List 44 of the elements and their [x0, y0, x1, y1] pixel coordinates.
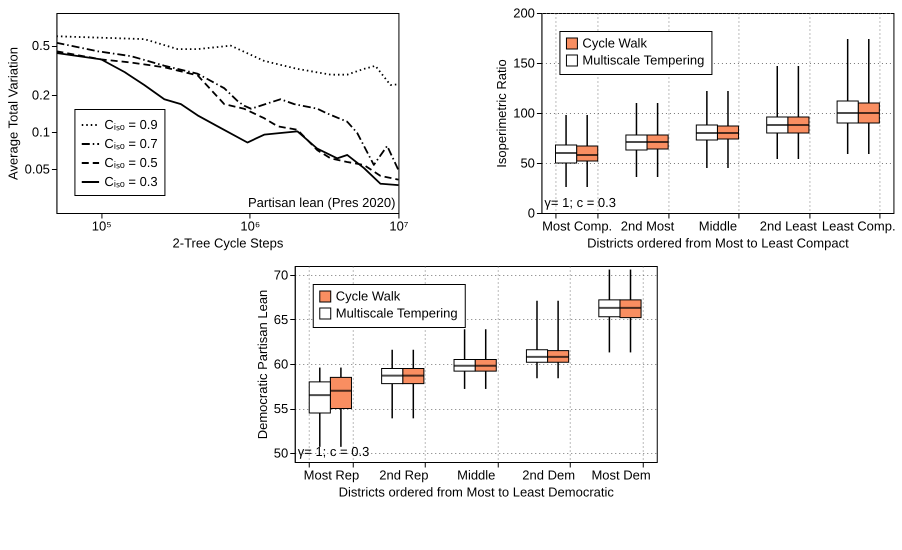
- y-tick-label: 55: [274, 401, 288, 416]
- legend-label: Multiscale Tempering: [582, 52, 704, 68]
- y-axis-title: Isoperimetric Ratio: [494, 59, 510, 168]
- x-tick-label: Most Rep: [304, 468, 360, 482]
- annotation: γ= 1; c = 0.3: [544, 195, 616, 210]
- x-axis-title: Districts ordered from Most to Least Democratic: [338, 484, 614, 500]
- annotation: γ= 1; c = 0.3: [298, 444, 370, 459]
- legend-label: Cᵢₛₒ = 0.5: [104, 155, 158, 170]
- x-tick-label: 10⁵: [92, 218, 112, 234]
- x-axis-title: Districts ordered from Most to Least Compact: [587, 236, 850, 250]
- y-axis-title: Average Total Variation: [6, 47, 21, 180]
- x-tick-label: Most Comp.: [542, 218, 612, 234]
- y-tick-label: 50: [520, 156, 535, 170]
- legend-label: Cᵢₛₒ = 0.3: [104, 174, 158, 189]
- y-axis-title: Democratic Partisan Lean: [254, 290, 270, 440]
- legend-label: Multiscale Tempering: [336, 306, 458, 320]
- x-tick-label: Least Comp.: [822, 218, 896, 234]
- annotation: Partisan lean (Pres 2020): [248, 195, 396, 210]
- y-tick-label: 70: [274, 267, 288, 282]
- x-tick-label: 2nd Most: [620, 218, 675, 234]
- x-tick-label: Middle: [698, 218, 738, 234]
- y-tick-label: 65: [274, 312, 288, 327]
- y-tick-label: 60: [274, 356, 288, 372]
- y-tick-label: 0: [528, 206, 535, 220]
- x-axis-title: 2-Tree Cycle Steps: [172, 236, 284, 250]
- legend-label: Cᵢₛₒ = 0.7: [104, 136, 158, 151]
- y-tick-label: 100: [513, 106, 535, 120]
- x-tick-label: 10⁷: [389, 218, 409, 234]
- y-tick-label: 150: [513, 56, 535, 70]
- legend-label: Cycle Walk: [336, 288, 401, 304]
- legend-label: Cᵢₛₒ = 0.9: [104, 117, 158, 132]
- y-tick-label: 0.5: [32, 38, 50, 54]
- legend-label: Cycle Walk: [582, 36, 648, 50]
- x-tick-label: 10⁶: [240, 218, 260, 234]
- y-tick-label: 0.05: [24, 162, 50, 177]
- y-tick-label: 200: [513, 6, 535, 20]
- x-tick-label: Most Dem: [591, 468, 651, 482]
- x-tick-label: 2nd Dem: [522, 468, 576, 482]
- y-tick-label: 50: [274, 446, 288, 461]
- y-tick-label: 0.1: [32, 124, 50, 140]
- x-tick-label: 2nd Rep: [379, 468, 428, 482]
- y-tick-label: 0.2: [32, 87, 50, 102]
- x-tick-label: Middle: [457, 468, 496, 482]
- x-tick-label: 2nd Least: [760, 218, 818, 234]
